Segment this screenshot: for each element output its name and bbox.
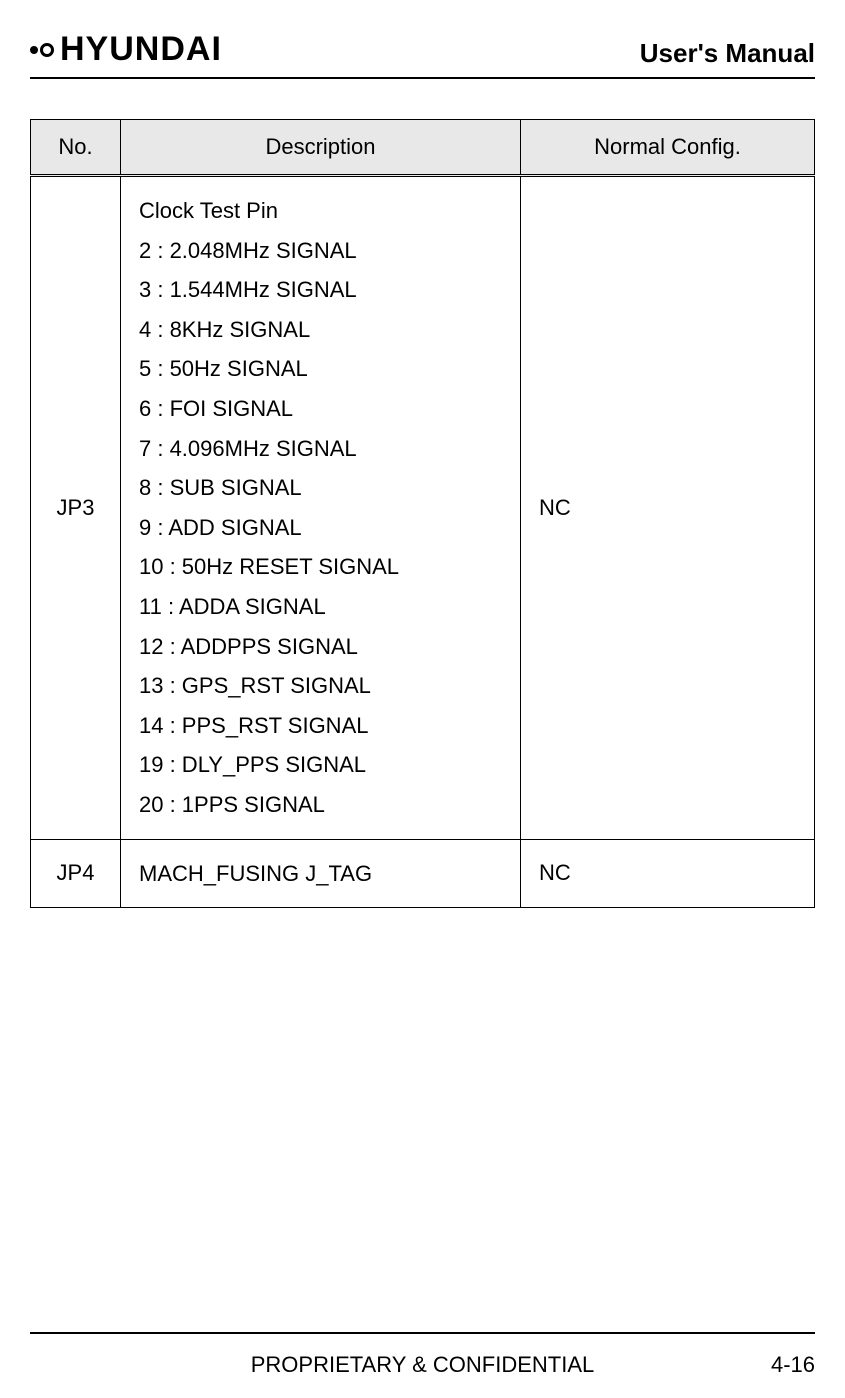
- table-row: JP4 MACH_FUSING J_TAG NC: [31, 839, 815, 908]
- config-table: No. Description Normal Config. JP3Clock …: [30, 119, 815, 908]
- description-item: 19 : DLY_PPS SIGNAL: [139, 745, 502, 785]
- table-header-row: No. Description Normal Config.: [31, 120, 815, 176]
- description-item: 5 : 50Hz SIGNAL: [139, 349, 502, 389]
- table-cell-no: JP3: [31, 176, 121, 840]
- description-item: 20 : 1PPS SIGNAL: [139, 785, 502, 825]
- description-item: 2 : 2.048MHz SIGNAL: [139, 231, 502, 271]
- description-item: 8 : SUB SIGNAL: [139, 468, 502, 508]
- description-item: 6 : FOI SIGNAL: [139, 389, 502, 429]
- description-item: 14 : PPS_RST SIGNAL: [139, 706, 502, 746]
- table-cell-config: NC: [521, 839, 815, 908]
- footer-confidential: PROPRIETARY & CONFIDENTIAL: [251, 1352, 595, 1378]
- description-title: Clock Test Pin: [139, 191, 502, 231]
- logo-text: HYUNDAI: [60, 30, 222, 69]
- description-title: MACH_FUSING J_TAG: [139, 854, 502, 894]
- table-header-description: Description: [121, 120, 521, 176]
- table-cell-description: MACH_FUSING J_TAG: [121, 839, 521, 908]
- logo: HYUNDAI: [30, 30, 222, 69]
- page-footer: PROPRIETARY & CONFIDENTIAL 4-16: [30, 1332, 815, 1378]
- description-item: 10 : 50Hz RESET SIGNAL: [139, 547, 502, 587]
- table-row: JP3Clock Test Pin2 : 2.048MHz SIGNAL3 : …: [31, 176, 815, 840]
- footer-page-number: 4-16: [771, 1352, 815, 1378]
- description-item: 9 : ADD SIGNAL: [139, 508, 502, 548]
- description-item: 12 : ADDPPS SIGNAL: [139, 627, 502, 667]
- description-item: 13 : GPS_RST SIGNAL: [139, 666, 502, 706]
- page-header: HYUNDAI User's Manual: [30, 30, 815, 79]
- description-item: 11 : ADDA SIGNAL: [139, 587, 502, 627]
- table-cell-config: NC: [521, 176, 815, 840]
- description-item: 4 : 8KHz SIGNAL: [139, 310, 502, 350]
- manual-title: User's Manual: [640, 38, 815, 69]
- description-item: 3 : 1.544MHz SIGNAL: [139, 270, 502, 310]
- table-header-config: Normal Config.: [521, 120, 815, 176]
- description-item: 7 : 4.096MHz SIGNAL: [139, 429, 502, 469]
- table-cell-description: Clock Test Pin2 : 2.048MHz SIGNAL3 : 1.5…: [121, 176, 521, 840]
- table-header-no: No.: [31, 120, 121, 176]
- table-cell-no: JP4: [31, 839, 121, 908]
- logo-dots-icon: [30, 43, 54, 57]
- page-content: No. Description Normal Config. JP3Clock …: [30, 79, 815, 1332]
